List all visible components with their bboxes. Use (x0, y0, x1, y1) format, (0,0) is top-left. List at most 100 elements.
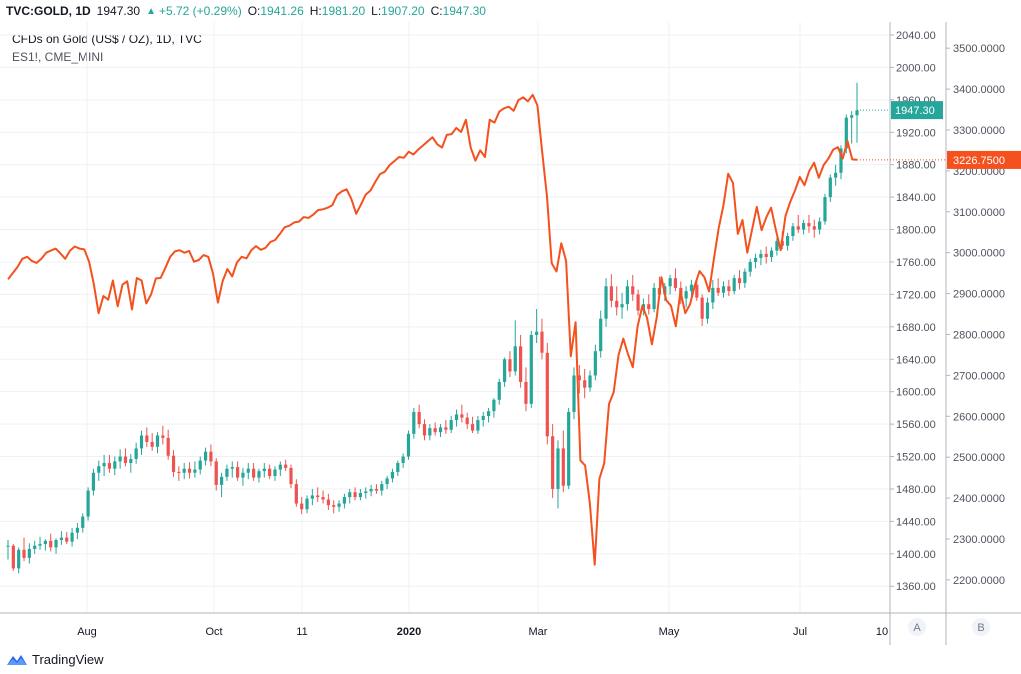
candle (6, 540, 10, 560)
candle-body (775, 240, 779, 251)
candle (818, 217, 822, 235)
candle (476, 416, 480, 434)
candle (807, 214, 811, 233)
candle (236, 461, 240, 481)
candle (412, 407, 416, 439)
candle (791, 223, 795, 241)
candle-body (134, 448, 138, 459)
candle (310, 488, 314, 506)
candle-body (412, 411, 416, 434)
axis-a-tick-label: 1720.00 (896, 289, 936, 301)
candle-body (91, 472, 96, 491)
candle-body (508, 359, 512, 372)
candle-body (673, 278, 678, 288)
candle-body (107, 463, 112, 469)
candle (187, 462, 192, 479)
candle-body (583, 380, 587, 388)
axis-b-tick-label: 2900.0000 (953, 289, 1005, 301)
candle-body (529, 334, 533, 404)
candle (38, 536, 42, 550)
candle-body (652, 287, 656, 309)
candle (721, 281, 726, 298)
candle-body (33, 545, 37, 549)
candle-body (97, 466, 101, 473)
x-tick-label: Aug (77, 626, 97, 638)
candle (155, 432, 160, 454)
chart-plot[interactable]: 2040.002000.001960.001920.001880.001840.… (0, 0, 1021, 645)
candle-body (337, 503, 341, 507)
candle (11, 544, 15, 571)
candle (43, 539, 47, 551)
candle (326, 493, 330, 511)
candle (652, 283, 656, 313)
axis-b-tick-label: 2700.0000 (953, 370, 1005, 382)
candle-body (449, 420, 453, 430)
candle-body (219, 476, 224, 485)
axis-a-tick-label: 1560.00 (896, 419, 936, 431)
gold-last-price-badge (891, 101, 943, 120)
candle-body (129, 458, 133, 464)
candle (203, 447, 208, 466)
candle-body (748, 261, 752, 272)
candle-body (374, 488, 379, 491)
candle (33, 540, 37, 554)
candle (75, 523, 80, 540)
candle-body (769, 250, 774, 258)
symbol-name[interactable]: TVC:GOLD, 1D (6, 4, 91, 18)
candle-body (358, 493, 363, 498)
candle (118, 449, 122, 469)
candle (97, 460, 101, 481)
candle-body (834, 172, 838, 178)
candle-body (209, 451, 213, 462)
candle (823, 193, 827, 225)
candle-body (225, 468, 229, 477)
candle (519, 334, 523, 388)
candle-body (433, 428, 437, 433)
candle-body (316, 495, 320, 498)
candle-body (812, 226, 816, 230)
candle (524, 367, 528, 412)
candle-body (380, 484, 384, 491)
candle (193, 461, 197, 478)
candle (647, 294, 651, 315)
candle (422, 419, 427, 441)
candle-body (513, 346, 517, 372)
candle-body (796, 226, 800, 230)
candle (289, 464, 293, 489)
axis-b-tick-label: 2600.0000 (953, 411, 1005, 423)
candle-body (599, 318, 603, 352)
candle-body (43, 540, 47, 545)
candle (54, 538, 58, 554)
low-label: L: (371, 4, 382, 18)
candle (374, 484, 379, 494)
candle (81, 513, 85, 533)
axis-button-bg (908, 618, 926, 636)
candle (161, 425, 165, 445)
candle (764, 246, 768, 264)
candle-body (27, 548, 31, 558)
candle-body (844, 117, 848, 149)
axis-a-tick-label: 1760.00 (896, 257, 936, 269)
candle (535, 308, 539, 344)
candle-body (161, 435, 165, 438)
candle (433, 422, 437, 436)
axis-a-button[interactable]: A (908, 618, 926, 636)
candle-body (492, 399, 496, 412)
candle-body (257, 471, 261, 478)
candle-body (262, 468, 266, 472)
candle-body (401, 456, 405, 464)
candle (284, 459, 288, 472)
candle-body (203, 451, 208, 461)
candle (497, 378, 501, 405)
x-tick-label: May (659, 626, 680, 638)
tradingview-logo[interactable]: TradingView (6, 652, 104, 667)
candle (769, 247, 774, 262)
candle (268, 464, 272, 480)
axis-b-button[interactable]: B (972, 618, 990, 636)
candle-body (422, 424, 427, 436)
candle (417, 404, 421, 429)
candle-body (171, 455, 176, 472)
candle (198, 456, 202, 475)
candle-body (193, 469, 197, 473)
